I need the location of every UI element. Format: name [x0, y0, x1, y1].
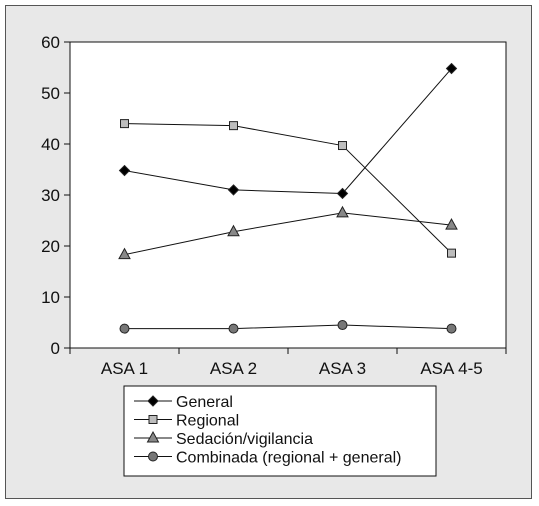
y-tick-label: 30	[41, 186, 60, 205]
y-tick-label: 20	[41, 237, 60, 256]
series-line-1	[124, 123, 452, 254]
y-tick-label: 10	[41, 288, 60, 307]
plot-area	[69, 41, 507, 349]
legend-marker	[148, 415, 158, 424]
data-point-2-2	[336, 205, 349, 218]
axes: 0 10 20 30 40 50 60 ASA 1 ASA 2 ASA 3 ASA 4-5	[41, 33, 507, 378]
data-point-0-1	[227, 184, 240, 196]
y-tick-label: 60	[41, 33, 60, 52]
data-point-1-0	[120, 119, 129, 129]
legend-box	[123, 385, 437, 477]
data-point-1-2	[338, 141, 347, 151]
data-point-1-1	[229, 121, 238, 131]
data-point-0-2	[336, 187, 349, 200]
x-tick-label: ASA 1	[101, 359, 148, 378]
legend-label: General	[176, 394, 233, 411]
x-tick-label: ASA 4-5	[420, 359, 482, 378]
y-tick-label: 50	[41, 84, 60, 103]
data-point-1-3	[447, 248, 456, 258]
data-point-0-3	[445, 62, 458, 75]
data-point-2-1	[227, 224, 240, 237]
legend-marker	[148, 451, 158, 462]
series-line-2	[124, 212, 452, 256]
series-lines	[124, 68, 452, 330]
data-point-2-0	[118, 247, 131, 260]
data-point-3-2	[337, 320, 348, 331]
x-tick-label: ASA 3	[319, 359, 366, 378]
data-point-0-0	[118, 164, 131, 177]
legend-marker	[146, 430, 160, 443]
x-tick-label: ASA 2	[210, 359, 257, 378]
series-markers	[118, 62, 458, 334]
data-point-3-3	[446, 323, 457, 334]
data-point-2-3	[445, 218, 458, 230]
series-line-0	[124, 68, 452, 194]
legend-label: Regional	[176, 413, 239, 430]
legend-label: Combinada (regional + general)	[176, 450, 401, 467]
legend-marker	[147, 395, 159, 407]
data-point-3-1	[228, 323, 239, 334]
data-point-3-0	[119, 323, 130, 334]
legend-label: Sedación/vigilancia	[176, 431, 313, 448]
y-tick-label: 0	[51, 339, 60, 358]
series-line-3	[124, 324, 452, 330]
y-tick-label: 40	[41, 135, 60, 154]
